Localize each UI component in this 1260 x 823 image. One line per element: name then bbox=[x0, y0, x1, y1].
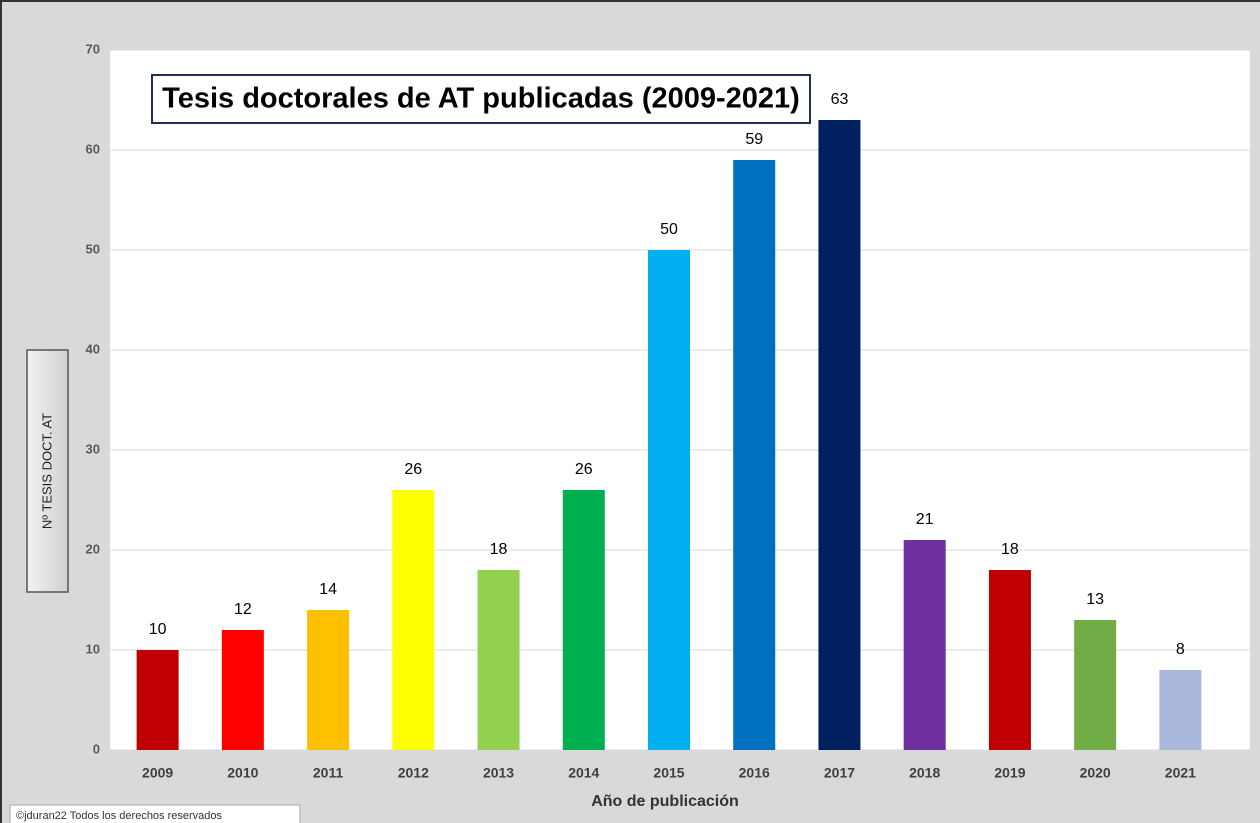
x-tick-label: 2016 bbox=[739, 765, 770, 781]
x-tick-label: 2021 bbox=[1165, 765, 1196, 781]
x-tick-label: 2010 bbox=[227, 765, 258, 781]
value-label: 8 bbox=[1176, 641, 1185, 658]
y-tick-label: 20 bbox=[86, 541, 100, 556]
bar bbox=[136, 650, 179, 750]
value-label: 18 bbox=[1001, 541, 1019, 558]
title-box bbox=[151, 74, 811, 124]
value-label: 59 bbox=[745, 131, 763, 148]
bar bbox=[1074, 620, 1117, 750]
x-tick-label: 2013 bbox=[483, 765, 514, 781]
y-tick-label: 50 bbox=[86, 241, 100, 256]
bar bbox=[648, 250, 690, 750]
value-label: 50 bbox=[660, 221, 678, 238]
value-label: 26 bbox=[404, 461, 422, 478]
value-label: 21 bbox=[916, 511, 934, 528]
bar bbox=[733, 160, 776, 750]
x-axis-label: Año de publicación bbox=[591, 793, 739, 810]
bar bbox=[1159, 670, 1202, 750]
bar bbox=[307, 610, 350, 750]
value-label: 13 bbox=[1086, 591, 1104, 608]
bar bbox=[903, 540, 946, 750]
value-label: 10 bbox=[149, 621, 167, 638]
x-tick-label: 2012 bbox=[398, 765, 429, 781]
value-label: 12 bbox=[234, 601, 252, 618]
y-label-box bbox=[26, 349, 69, 593]
x-tick-label: 2020 bbox=[1080, 765, 1111, 781]
x-tick-label: 2011 bbox=[313, 765, 344, 781]
bar bbox=[818, 120, 861, 750]
y-tick-label: 30 bbox=[86, 441, 100, 456]
y-axis-label: Nº TESIS DOCT. AT bbox=[39, 413, 54, 529]
value-label: 14 bbox=[319, 581, 337, 598]
y-tick-label: 60 bbox=[86, 141, 100, 156]
bar bbox=[477, 570, 520, 750]
x-tick-label: 2018 bbox=[909, 765, 940, 781]
copyright-box bbox=[9, 804, 301, 823]
y-tick-label: 0 bbox=[93, 741, 100, 756]
copyright: ©jduran22 Todos los derechos reservados bbox=[16, 810, 223, 822]
y-tick-label: 40 bbox=[86, 341, 100, 356]
chart-title: Tesis doctorales de AT publicadas (2009-… bbox=[162, 83, 800, 115]
x-tick-label: 2019 bbox=[994, 765, 1025, 781]
value-label: 26 bbox=[575, 461, 593, 478]
bar bbox=[392, 490, 435, 750]
y-tick-label: 10 bbox=[86, 641, 100, 656]
value-label: 18 bbox=[490, 541, 508, 558]
y-tick-label: 70 bbox=[86, 41, 100, 56]
x-tick-label: 2017 bbox=[824, 765, 855, 781]
bar bbox=[988, 570, 1031, 750]
x-tick-label: 2009 bbox=[142, 765, 173, 781]
bar bbox=[562, 490, 605, 750]
x-tick-label: 2015 bbox=[653, 765, 684, 781]
bar bbox=[221, 630, 264, 750]
x-tick-label: 2014 bbox=[568, 765, 599, 781]
value-label: 63 bbox=[831, 91, 849, 108]
